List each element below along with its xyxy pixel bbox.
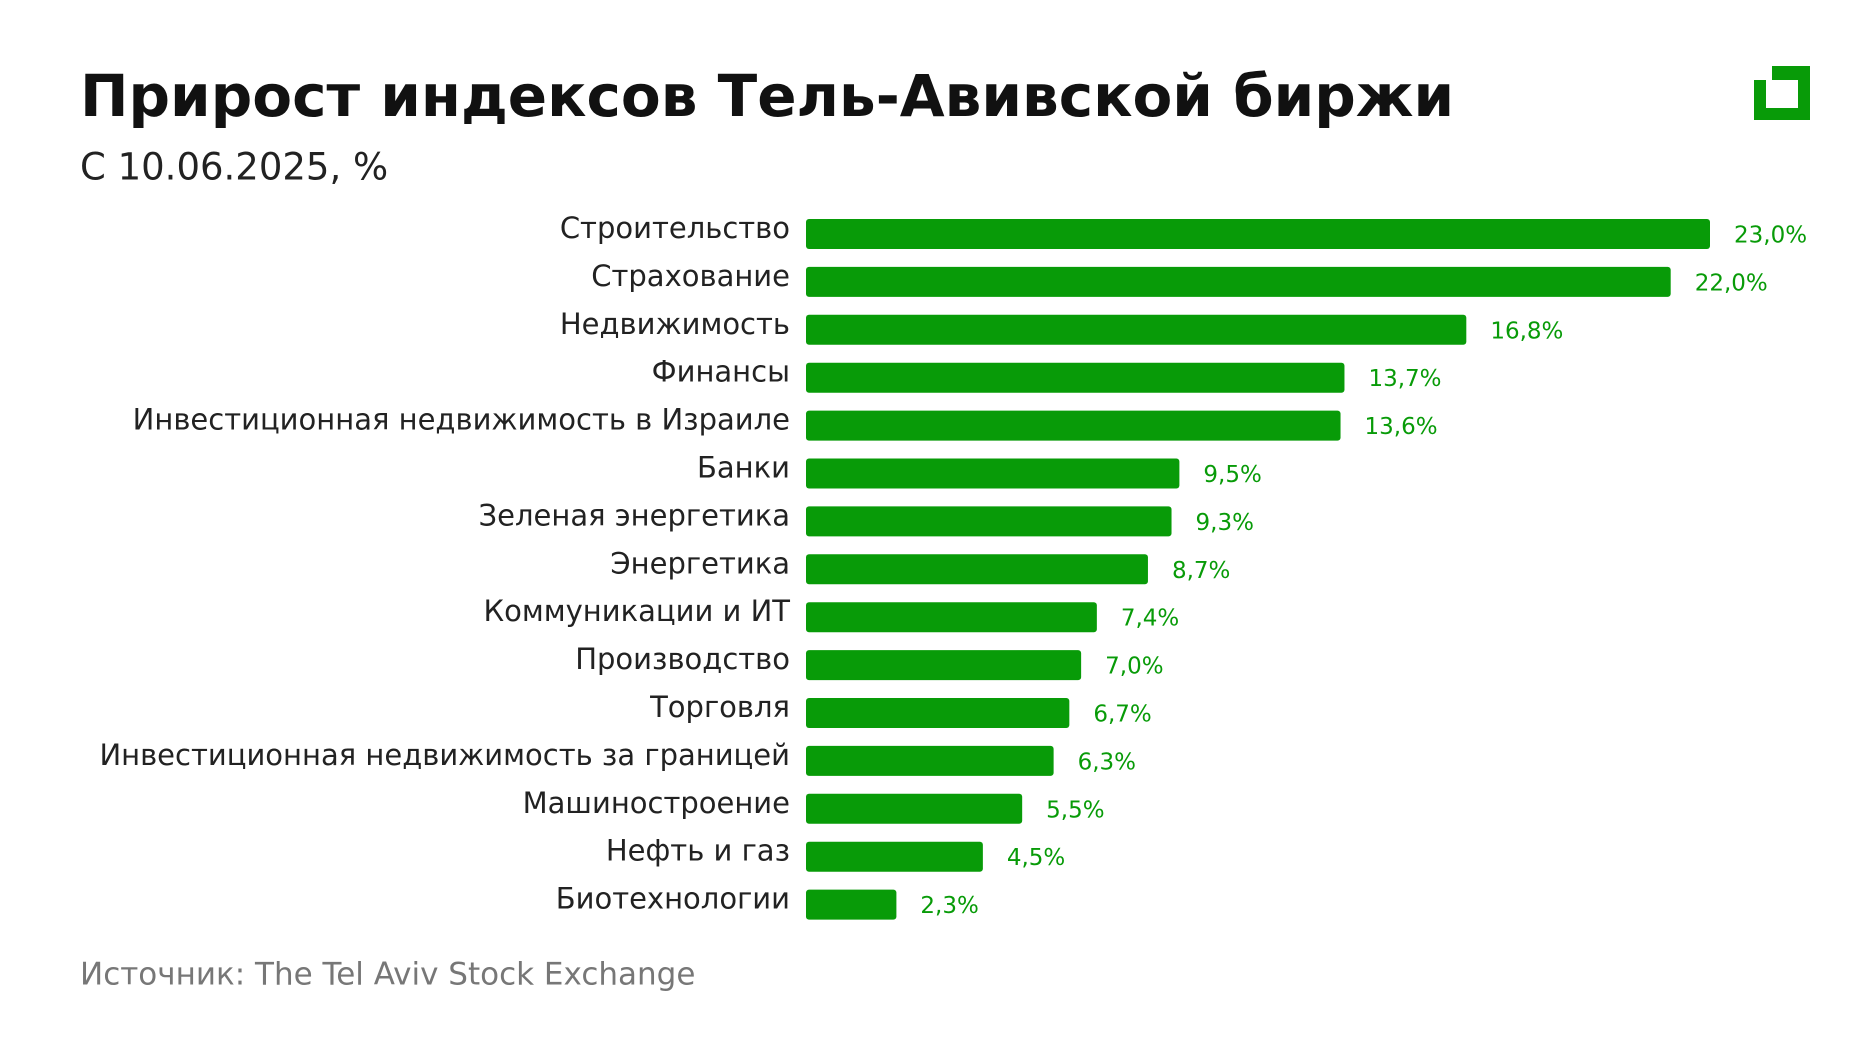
value-label: 6,3% (1078, 749, 1136, 775)
bar (806, 793, 1023, 824)
bar (806, 698, 1070, 728)
bar (806, 219, 1710, 249)
category-label: Зеленая энергетика (479, 498, 790, 532)
category-label: Нефть и газ (606, 834, 790, 868)
bar (806, 841, 983, 872)
category-label: Биотехнологии (556, 882, 790, 916)
bar (806, 314, 1467, 345)
value-label: 16,8% (1490, 318, 1563, 344)
value-label: 13,7% (1368, 366, 1441, 392)
category-label: Финансы (652, 355, 790, 389)
value-label: 9,3% (1196, 510, 1254, 536)
bar (806, 602, 1097, 633)
category-label: Страхование (591, 259, 790, 293)
value-label: 8,7% (1172, 558, 1230, 584)
category-label: Машиностроение (523, 786, 790, 820)
chart-subtitle: С 10.06.2025, % (80, 146, 388, 189)
logo-notch (1754, 66, 1772, 80)
bar (806, 745, 1054, 776)
value-label: 5,5% (1046, 797, 1104, 823)
bar (806, 362, 1345, 393)
bar (806, 458, 1180, 489)
value-label: 2,3% (920, 893, 978, 919)
chart-title: Прирост индексов Тель-Авивской биржи (80, 62, 1454, 130)
bar (806, 650, 1082, 681)
value-label: 23,0% (1734, 223, 1807, 249)
category-label: Инвестиционная недвижимость в Израиле (133, 403, 790, 437)
value-label: 9,5% (1203, 462, 1261, 488)
value-label: 7,4% (1121, 606, 1179, 632)
category-label: Строительство (560, 211, 790, 245)
category-label: Недвижимость (560, 307, 790, 341)
value-label: 6,7% (1093, 702, 1151, 728)
value-label: 7,0% (1105, 654, 1163, 680)
source: Источник: The Tel Aviv Stock Exchange (80, 957, 695, 993)
bar (806, 889, 897, 920)
category-label: Энергетика (610, 546, 790, 580)
category-label: Банки (697, 451, 790, 485)
value-label: 13,6% (1365, 414, 1438, 440)
category-label: Коммуникации и ИТ (484, 594, 791, 628)
logo-inner (1766, 80, 1798, 108)
category-label: Производство (575, 642, 790, 676)
logo (1754, 66, 1810, 120)
bar (806, 266, 1671, 297)
category-label: Торговля (649, 690, 790, 724)
category-label: Инвестиционная недвижимость за границей (99, 738, 790, 772)
bar (806, 506, 1172, 537)
bar (806, 410, 1341, 441)
value-label: 22,0% (1695, 270, 1768, 296)
value-label: 4,5% (1007, 845, 1065, 871)
bar (806, 554, 1148, 585)
